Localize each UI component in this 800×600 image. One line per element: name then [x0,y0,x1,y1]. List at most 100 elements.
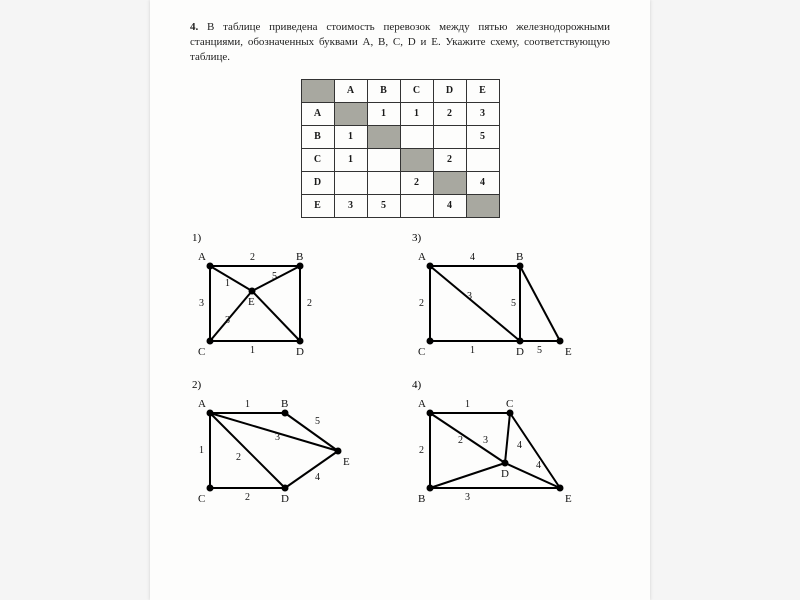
cell: 3 [466,102,499,125]
edge-weight: 3 [275,432,280,443]
node-label: C [506,398,513,410]
edge-weight: 1 [250,345,255,356]
node [507,409,514,416]
edge [430,266,520,341]
node [207,337,214,344]
node [557,484,564,491]
diagram-2: 2) 1122354ABCDE [190,379,355,508]
edge-weight: 2 [307,298,312,309]
node-label: C [198,346,205,358]
cell [433,171,466,194]
table-header-row: A B C D E [301,79,499,102]
table-corner [301,79,334,102]
col-header: E [466,79,499,102]
col-header: B [367,79,400,102]
edge-weight: 5 [537,345,542,356]
cell: 1 [334,125,367,148]
edge-weight: 1 [465,399,470,410]
table-row: D 2 4 [301,171,499,194]
node [207,484,214,491]
edge-weight: 4 [470,252,475,263]
cell: 2 [400,171,433,194]
col-header: A [334,79,367,102]
cell: 1 [400,102,433,125]
node-label: A [198,398,206,410]
node [207,262,214,269]
node-label: B [418,493,425,505]
edge [430,413,505,463]
edge-weight: 3 [483,435,488,446]
edge [520,266,560,341]
row-header: D [301,171,334,194]
problem-text: 4. В таблице приведена стоимость перевоз… [190,20,610,65]
node [517,262,524,269]
edge-weight: 4 [517,440,522,451]
edge-weight: 1 [225,278,230,289]
graph-svg: 2321153ABCDE [190,246,330,361]
edge [252,291,300,341]
node-label: D [296,346,304,358]
node [282,409,289,416]
node-label: E [565,346,572,358]
edge-weight: 2 [458,435,463,446]
table-row: C 1 2 [301,148,499,171]
cell: 1 [367,102,400,125]
edge-weight: 3 [199,298,204,309]
table-row: B 1 5 [301,125,499,148]
node-label: B [516,251,523,263]
node [282,484,289,491]
edge [285,413,338,451]
cell [433,125,466,148]
node [297,262,304,269]
diagrams-grid: 1) 2321153ABCDE 3) 421355ABCDE 2) 112235… [190,232,610,508]
table-row: A 1 1 2 3 [301,102,499,125]
row-header: C [301,148,334,171]
edge-weight: 2 [419,445,424,456]
edge-weight: 2 [250,252,255,263]
cell [367,125,400,148]
cell: 5 [367,194,400,217]
node [427,337,434,344]
node [335,447,342,454]
edge-weight: 2 [236,452,241,463]
cell [367,171,400,194]
node-label: E [565,493,572,505]
edge-weight: 1 [470,345,475,356]
node-label: E [343,456,350,468]
cell: 5 [466,125,499,148]
col-header: D [433,79,466,102]
edge [210,266,252,291]
row-header: B [301,125,334,148]
node [297,337,304,344]
problem-number: 4. [190,21,198,33]
edge-weight: 5 [272,271,277,282]
node-label: C [418,346,425,358]
node [207,409,214,416]
cell [466,194,499,217]
diagram-4: 4) 1232344ACBDE [410,379,575,508]
cell [334,102,367,125]
cell: 4 [466,171,499,194]
node [557,337,564,344]
node-label: B [281,398,288,410]
node-label: A [418,251,426,263]
node-label: A [198,251,206,263]
node-label: B [296,251,303,263]
problem-body: В таблице приведена стоимость перевозок … [190,21,610,63]
edge-weight: 3 [465,492,470,503]
edge-weight: 1 [199,445,204,456]
cell: 1 [334,148,367,171]
cell: 2 [433,148,466,171]
cell: 3 [334,194,367,217]
row-header: E [301,194,334,217]
node-label: D [281,493,289,505]
node [249,287,256,294]
node-label: D [516,346,524,358]
cell [466,148,499,171]
edge-weight: 5 [511,298,516,309]
edge-weight: 2 [245,492,250,503]
diagram-1: 1) 2321153ABCDE [190,232,330,361]
cell [400,125,433,148]
graph-svg: 1232344ACBDE [410,393,575,508]
edge-weight: 1 [245,399,250,410]
